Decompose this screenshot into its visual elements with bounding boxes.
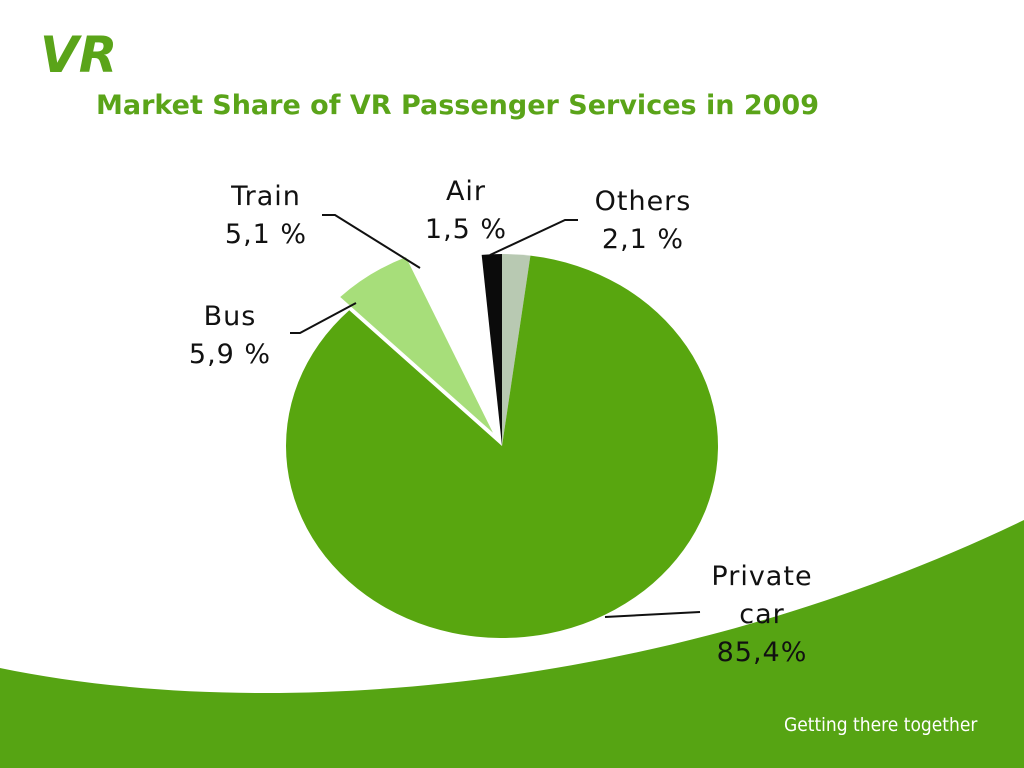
data-label-line: Private <box>711 561 812 592</box>
data-label-line: Air <box>446 176 486 207</box>
vr-logo: VR <box>40 30 117 76</box>
data-label-line: 5,9 % <box>189 339 271 370</box>
data-label-line: car <box>739 599 785 630</box>
data-label-line: 2,1 % <box>602 224 684 255</box>
pie-slice-train <box>414 254 502 446</box>
chart-title: Market Share of VR Passenger Services in… <box>96 90 820 121</box>
data-label-line: 5,1 % <box>225 219 307 250</box>
tagline: Getting there together <box>784 714 978 736</box>
pie-slice-private-car <box>286 255 718 639</box>
data-label-private-car: Private car 85,4% <box>711 561 812 668</box>
vr-logo-text: VR <box>40 30 117 76</box>
data-label-bus: Bus 5,9 % <box>189 301 271 370</box>
data-label-air: Air 1,5 % <box>425 176 507 245</box>
data-label-line: Bus <box>204 301 257 332</box>
pie-slice-air <box>481 254 502 446</box>
data-label-train: Train 5,1 % <box>225 181 307 250</box>
data-label-line: 1,5 % <box>425 214 507 245</box>
leader-line-private-car <box>604 611 701 618</box>
pie-slice-others <box>502 254 531 446</box>
pie-slice-bus <box>340 257 493 433</box>
data-label-line: Others <box>595 186 692 217</box>
data-label-others: Others 2,1 % <box>595 186 692 255</box>
leader-line-train <box>322 214 421 269</box>
data-label-line: Train <box>230 181 301 212</box>
leader-line-bus <box>290 302 357 334</box>
leader-line-others <box>489 219 578 256</box>
green-swoosh <box>0 520 1024 768</box>
data-label-line: 85,4% <box>717 637 808 668</box>
